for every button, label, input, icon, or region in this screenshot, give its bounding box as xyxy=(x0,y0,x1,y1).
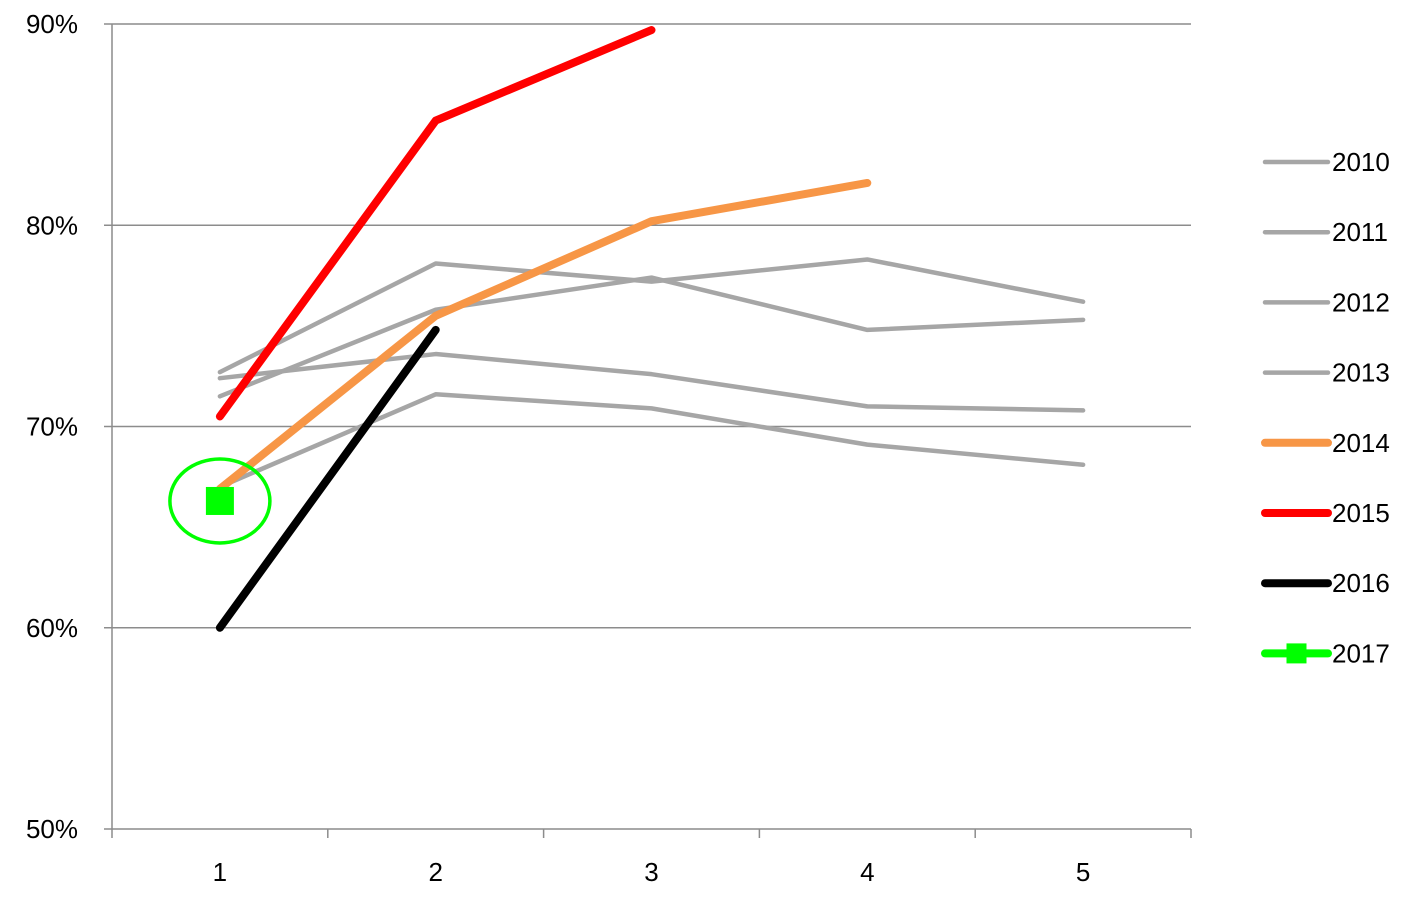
series-line-2016 xyxy=(215,325,440,632)
legend: 2010 2011 2012 2013 2014 2015 2016 2017 xyxy=(1261,147,1390,668)
legend-label: 2015 xyxy=(1332,498,1390,528)
legend-label: 2014 xyxy=(1332,428,1390,458)
legend-item-2015: 2015 xyxy=(1261,498,1390,528)
legend-marker xyxy=(1286,643,1307,664)
series-line-2012 xyxy=(217,351,1086,413)
legend-item-2012: 2012 xyxy=(1262,287,1390,317)
legend-item-2014: 2014 xyxy=(1261,428,1390,458)
series-line-2011 xyxy=(217,275,1086,399)
legend-label: 2011 xyxy=(1332,217,1388,247)
x-tick-label: 1 xyxy=(213,857,227,887)
x-tick-label: 3 xyxy=(644,857,658,887)
legend-item-2011: 2011 xyxy=(1262,217,1388,247)
y-tick-label: 90% xyxy=(26,9,78,39)
legend-label: 2010 xyxy=(1332,147,1390,177)
legend-item-2010: 2010 xyxy=(1262,147,1390,177)
x-tick-label: 5 xyxy=(1076,857,1090,887)
series-lines xyxy=(205,26,1086,632)
legend-item-2016: 2016 xyxy=(1261,568,1390,598)
highlight-circle xyxy=(168,457,272,545)
y-tick-label: 70% xyxy=(26,412,78,442)
y-tick-label: 60% xyxy=(26,613,78,643)
legend-item-2013: 2013 xyxy=(1262,358,1390,388)
series-line-2014 xyxy=(215,178,872,493)
legend-label: 2013 xyxy=(1332,358,1390,388)
gridlines xyxy=(112,23,1191,629)
legend-label: 2012 xyxy=(1332,287,1390,317)
annotations xyxy=(168,457,272,545)
data-point-2017 xyxy=(205,486,234,515)
series-line-2010 xyxy=(217,257,1086,375)
x-tick-label: 4 xyxy=(860,857,874,887)
legend-label: 2017 xyxy=(1332,638,1390,668)
y-tick-label: 50% xyxy=(26,814,78,844)
series-line-2015 xyxy=(215,26,656,421)
legend-item-2017: 2017 xyxy=(1261,638,1390,668)
axes: 50% 60% 70% 80% 90% 1 2 3 4 5 xyxy=(26,9,1192,887)
y-tick-label: 80% xyxy=(26,210,78,240)
legend-label: 2016 xyxy=(1332,568,1390,598)
x-tick-label: 2 xyxy=(428,857,442,887)
